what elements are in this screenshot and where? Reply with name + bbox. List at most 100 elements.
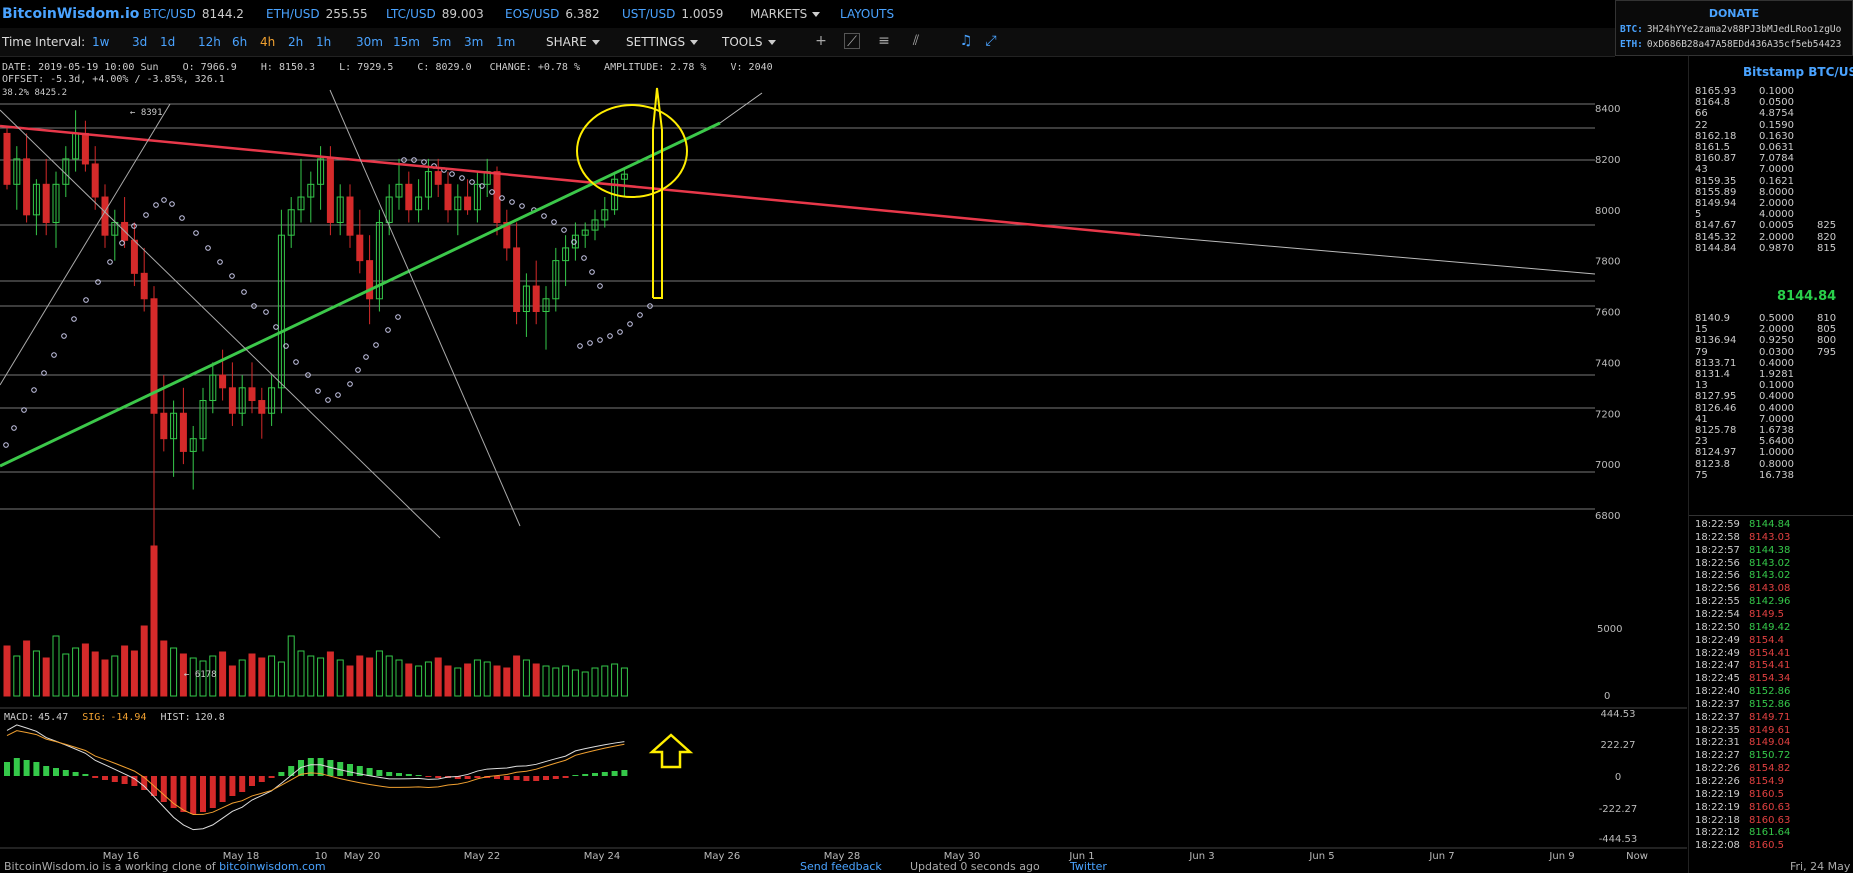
btc-address-row[interactable]: BTC: 3H24hYYe2zama2v88PJ3bMJedLRoo1zgUo	[1620, 24, 1842, 35]
bid-row[interactable]: 8133.71 0.4000	[1695, 357, 1794, 369]
fibonacci-icon[interactable]: ⫽	[912, 33, 920, 49]
interval-1w[interactable]: 1w	[92, 35, 110, 49]
markets-menu[interactable]: MARKETS	[750, 7, 821, 21]
trade-row[interactable]: 18:22:56 8143.02	[1695, 557, 1791, 569]
trade-row[interactable]: 18:22:37 8152.86	[1695, 698, 1791, 710]
ticker-eos[interactable]: EOS/USD 6.382	[505, 7, 600, 21]
bid-row[interactable]: 8140.9 0.5000 810	[1695, 313, 1837, 324]
crosshair-icon[interactable]: +	[815, 33, 827, 49]
bid-row[interactable]: 8123.8 0.8000	[1695, 458, 1794, 470]
trade-row[interactable]: 18:22:26 8154.9	[1695, 776, 1784, 787]
ask-row[interactable]: 8149.94 2.0000	[1695, 198, 1794, 209]
interval-1d[interactable]: 1d	[160, 35, 176, 49]
trade-row[interactable]: 18:22:27 8150.72	[1695, 750, 1791, 762]
trade-row[interactable]: 18:22:57 8144.38	[1695, 544, 1791, 556]
trade-row[interactable]: 18:22:49 8154.4	[1695, 634, 1784, 646]
interval-5m[interactable]: 5m	[432, 35, 452, 49]
twitter-link[interactable]: Twitter	[1070, 860, 1107, 873]
trade-row[interactable]: 18:22:45 8154.34	[1695, 673, 1791, 685]
bell-icon[interactable]: ♫	[959, 33, 973, 49]
ask-row[interactable]: 8160.87 7.0784	[1695, 153, 1794, 165]
ticker-ust[interactable]: UST/USD 1.0059	[622, 7, 724, 21]
trade-row[interactable]: 18:22:31 8149.04	[1695, 737, 1791, 749]
trade-row[interactable]: 18:22:49 8154.41	[1695, 647, 1791, 659]
interval-3m[interactable]: 3m	[464, 35, 484, 49]
footer-link[interactable]: bitcoinwisdom.com	[219, 860, 326, 873]
interval-3d[interactable]: 3d	[132, 35, 148, 49]
trade-row[interactable]: 18:22:37 8149.71	[1695, 711, 1791, 723]
trade-row[interactable]: 18:22:35 8149.61	[1695, 724, 1791, 736]
trendline-icon[interactable]: ⟋	[844, 33, 860, 50]
trade-row[interactable]: 18:22:59 8144.84	[1695, 519, 1791, 530]
interval-4h[interactable]: 4h	[260, 35, 276, 49]
ticker-btc[interactable]: BTC/USD 8144.2	[143, 7, 244, 21]
bid-row[interactable]: 23 5.6400	[1695, 436, 1794, 448]
ask-row[interactable]: 8155.89 8.0000	[1695, 186, 1794, 198]
trade-row[interactable]: 18:22:26 8154.82	[1695, 763, 1791, 775]
share-menu[interactable]: SHARE	[546, 35, 600, 49]
bid-row[interactable]: 8126.46 0.4000	[1695, 402, 1794, 414]
macd-tick: -444.53	[1599, 834, 1638, 845]
candle-body	[366, 260, 374, 300]
bid-row[interactable]: 15 2.0000 805	[1695, 324, 1837, 336]
eth-address-row[interactable]: ETH: 0xD686B28a47A58EDd436A35cf5eb54423	[1620, 39, 1842, 50]
trade-row[interactable]: 18:22:40 8152.86	[1695, 686, 1791, 698]
sar-dot	[95, 279, 101, 285]
macd-hist-bar	[258, 776, 265, 782]
ticker-ltc[interactable]: LTC/USD 89.003	[386, 7, 484, 21]
trade-row[interactable]: 18:22:50 8149.42	[1695, 621, 1791, 633]
bid-row[interactable]: 13 0.1000	[1695, 380, 1794, 392]
ask-row[interactable]: 43 7.0000	[1695, 164, 1794, 176]
bid-row[interactable]: 8131.4 1.9281	[1695, 369, 1794, 380]
interval-15m[interactable]: 15m	[393, 35, 420, 49]
volume-marker: ← 6178	[184, 670, 217, 680]
bid-row[interactable]: 8124.97 1.0000	[1695, 447, 1794, 459]
trade-row[interactable]: 18:22:56 8143.08	[1695, 583, 1791, 595]
ask-row[interactable]: 8147.67 0.0005 825	[1695, 220, 1837, 232]
bid-row[interactable]: 79 0.0300 795	[1695, 346, 1837, 358]
tools-menu[interactable]: TOOLS	[722, 35, 776, 49]
interval-6h[interactable]: 6h	[232, 35, 248, 49]
price-chart[interactable]: 8400 8200 8000 7800 7600 7400 7200 7000 6800 5000…	[0, 56, 1687, 873]
sar-dot	[459, 175, 465, 181]
fullscreen-icon[interactable]: ⤢	[985, 33, 997, 49]
bid-row[interactable]: 41 7.0000	[1695, 413, 1794, 425]
ask-row[interactable]: 8145.32 2.0000 820	[1695, 231, 1837, 243]
settings-menu[interactable]: SETTINGS	[626, 35, 699, 49]
trade-row[interactable]: 18:22:47 8154.41	[1695, 660, 1791, 672]
ask-row[interactable]: 8161.5 0.0631	[1695, 142, 1794, 153]
trade-row[interactable]: 18:22:58 8143.03	[1695, 531, 1791, 543]
interval-12h[interactable]: 12h	[198, 35, 221, 49]
ask-row[interactable]: 8162.18 0.1630	[1695, 130, 1794, 142]
bid-row[interactable]: 8125.78 1.6738	[1695, 425, 1794, 436]
trade-row[interactable]: 18:22:19 8160.63	[1695, 801, 1791, 813]
feedback-link[interactable]: Send feedback	[800, 860, 882, 873]
ask-row[interactable]: 66 4.8754	[1695, 108, 1794, 120]
interval-30m[interactable]: 30m	[356, 35, 383, 49]
interval-2h[interactable]: 2h	[288, 35, 304, 49]
ask-row[interactable]: 8164.8 0.0500	[1695, 97, 1794, 109]
ask-row[interactable]: 8144.84 0.9870 815	[1695, 242, 1837, 254]
ask-row[interactable]: 5 4.0000	[1695, 209, 1794, 221]
bid-row[interactable]: 75 16.738	[1695, 469, 1794, 481]
horizontal-lines-icon[interactable]: ≡	[878, 33, 890, 49]
ask-row[interactable]: 8159.35 0.1621	[1695, 175, 1794, 187]
trade-row[interactable]: 18:22:54 8149.5	[1695, 608, 1784, 620]
logo[interactable]: BitcoinWisdom.io	[2, 6, 140, 22]
trade-row[interactable]: 18:22:55 8142.96	[1695, 596, 1791, 608]
fib-level-label: 38.2% 8425.2	[2, 88, 68, 98]
trade-row[interactable]: 18:22:56 8143.02	[1695, 570, 1791, 582]
trade-row[interactable]: 18:22:12 8161.64	[1695, 827, 1791, 839]
ask-row[interactable]: 8165.93 0.1000	[1695, 86, 1794, 97]
ask-row[interactable]: 22 0.1590	[1695, 119, 1794, 131]
interval-1m[interactable]: 1m	[496, 35, 516, 49]
trade-row[interactable]: 18:22:08 8160.5	[1695, 840, 1784, 852]
trade-row[interactable]: 18:22:19 8160.5	[1695, 788, 1784, 800]
interval-1h[interactable]: 1h	[316, 35, 332, 49]
trade-row[interactable]: 18:22:18 8160.63	[1695, 814, 1791, 826]
volume-bar	[415, 665, 423, 697]
ticker-eth[interactable]: ETH/USD 255.55	[266, 7, 368, 21]
bid-row[interactable]: 8136.94 0.9250 800	[1695, 335, 1837, 347]
bid-row[interactable]: 8127.95 0.4000	[1695, 391, 1794, 403]
layouts-link[interactable]: LAYOUTS	[840, 7, 895, 21]
